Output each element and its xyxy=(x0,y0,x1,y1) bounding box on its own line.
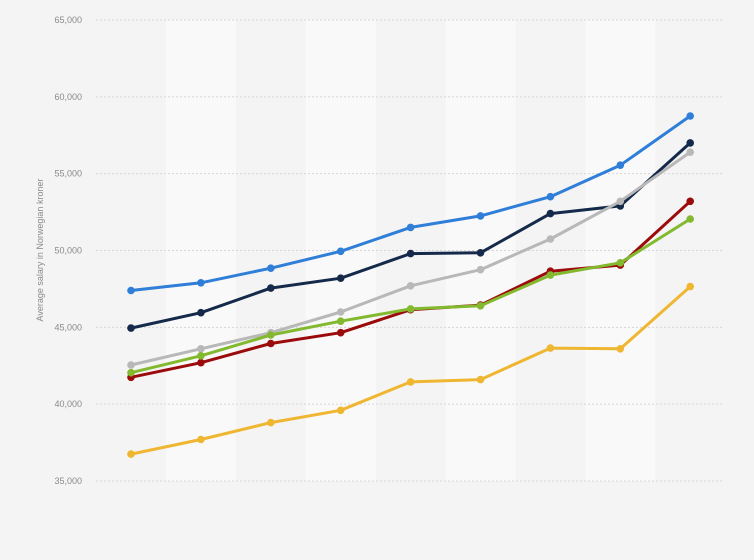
data-point[interactable] xyxy=(616,345,625,353)
data-point[interactable] xyxy=(197,308,205,317)
data-point[interactable] xyxy=(336,247,345,256)
series-2 xyxy=(127,148,694,369)
data-point[interactable] xyxy=(267,418,275,427)
data-point[interactable] xyxy=(546,235,555,243)
data-point[interactable] xyxy=(476,302,485,310)
data-point[interactable] xyxy=(476,249,485,257)
data-point[interactable] xyxy=(616,259,625,267)
data-point[interactable] xyxy=(406,378,415,386)
data-point[interactable] xyxy=(267,339,275,348)
data-point[interactable] xyxy=(267,264,275,273)
data-point[interactable] xyxy=(336,406,345,415)
data-point[interactable] xyxy=(197,352,205,360)
data-point[interactable] xyxy=(686,139,694,147)
series-5 xyxy=(127,282,694,458)
data-point[interactable] xyxy=(267,331,275,339)
data-point[interactable] xyxy=(476,375,485,384)
data-point[interactable] xyxy=(267,284,275,292)
y-tick-label: 45,000 xyxy=(54,322,82,332)
data-point[interactable] xyxy=(127,450,135,458)
data-point[interactable] xyxy=(336,328,345,337)
y-tick-label: 35,000 xyxy=(54,476,82,486)
data-point[interactable] xyxy=(127,286,135,295)
data-point[interactable] xyxy=(546,209,555,218)
data-point[interactable] xyxy=(197,345,205,353)
grid-lines xyxy=(96,19,724,482)
data-point[interactable] xyxy=(686,282,694,291)
data-point[interactable] xyxy=(336,274,345,283)
y-axis-title: Average salary in Norwegian kroner xyxy=(35,179,45,322)
data-point[interactable] xyxy=(406,305,415,313)
data-point[interactable] xyxy=(197,435,205,444)
series-4 xyxy=(127,215,694,377)
data-point[interactable] xyxy=(406,249,415,258)
series-0 xyxy=(127,112,694,295)
data-point[interactable] xyxy=(127,361,135,369)
data-point[interactable] xyxy=(127,368,135,377)
data-point[interactable] xyxy=(336,308,345,316)
series-group xyxy=(127,112,694,458)
data-point[interactable] xyxy=(686,148,694,156)
y-tick-label: 55,000 xyxy=(54,169,82,179)
data-point[interactable] xyxy=(546,192,555,201)
data-point[interactable] xyxy=(336,317,345,326)
data-point[interactable] xyxy=(686,112,694,120)
data-point[interactable] xyxy=(197,358,205,367)
data-point[interactable] xyxy=(546,271,555,279)
y-tick-label: 40,000 xyxy=(54,399,82,409)
data-point[interactable] xyxy=(616,197,625,206)
y-tick-label: 50,000 xyxy=(54,246,82,256)
y-tick-label: 60,000 xyxy=(54,92,82,102)
data-point[interactable] xyxy=(197,279,205,287)
data-point[interactable] xyxy=(406,223,415,232)
data-point[interactable] xyxy=(127,324,135,332)
y-axis-ticks: 35,000 40,000 45,000 50,000 55,000 60,000 65,0… xyxy=(54,15,82,486)
data-point[interactable] xyxy=(686,215,694,223)
series-1 xyxy=(127,139,694,332)
data-point[interactable] xyxy=(476,212,485,220)
data-point[interactable] xyxy=(546,344,555,352)
y-tick-label: 65,000 xyxy=(54,15,82,25)
data-point[interactable] xyxy=(406,282,415,290)
data-point[interactable] xyxy=(616,161,625,169)
data-point[interactable] xyxy=(686,197,694,206)
data-point[interactable] xyxy=(476,265,485,274)
